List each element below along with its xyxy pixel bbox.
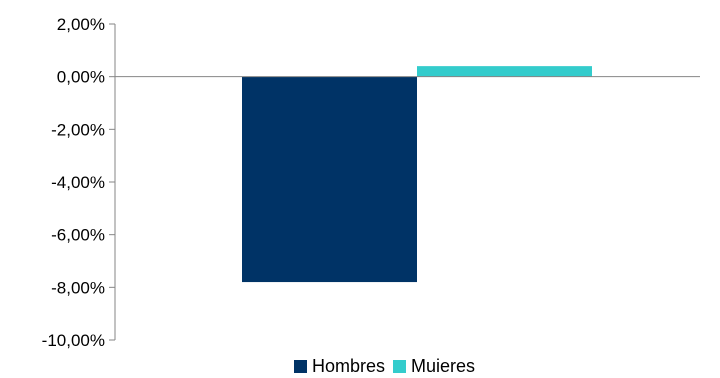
y-tick-label-1: 0,00% [57, 68, 105, 87]
bar-mujeres [417, 66, 592, 77]
legend-item-hombres: Hombres [294, 356, 385, 377]
y-tick-label-3: -4,00% [51, 173, 105, 192]
legend-label-hombres: Hombres [312, 356, 386, 376]
legend-item-mujeres: Muieres [393, 356, 475, 377]
legend-label-mujeres: Muieres [411, 356, 476, 376]
chart-legend: Hombres Muieres [294, 356, 483, 377]
y-tick-label-5: -8,00% [51, 278, 105, 297]
bar-hombres [242, 76, 417, 283]
legend-swatch-mujeres [393, 360, 407, 373]
y-tick-label-6: -10,00% [42, 331, 105, 350]
y-tick-label-2: -2,00% [51, 120, 105, 139]
y-tick-label-0: 2,00% [57, 15, 105, 34]
legend-swatch-hombres [294, 360, 307, 373]
y-tick-label-4: -6,00% [51, 226, 105, 245]
